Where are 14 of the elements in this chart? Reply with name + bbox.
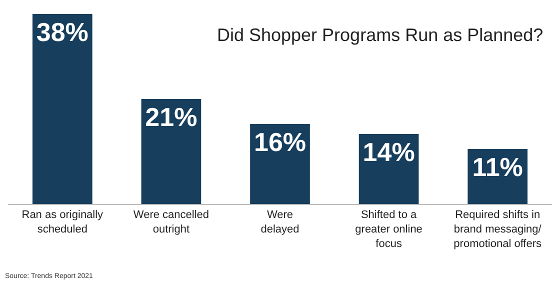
x-tick-label: Required shifts in brand messaging/ promotional offers	[454, 209, 542, 250]
data-label: 38%	[36, 17, 88, 47]
x-tick-label: Ran as originally scheduled	[22, 209, 104, 236]
data-label: 21%	[145, 102, 198, 132]
bar	[32, 14, 92, 204]
text: Did Shopper Programs Run as Planned?	[216, 25, 544, 46]
x-tick-label: Shifted to a greater online focus	[355, 209, 422, 250]
x-tick-label: Were delayed	[260, 209, 300, 236]
data-label: 14%	[362, 137, 415, 167]
x-tick-label: Were cancelled outright	[133, 209, 210, 236]
data-label: 11%	[472, 152, 523, 182]
data-label: 16%	[254, 127, 306, 157]
bar	[141, 99, 202, 204]
bar	[250, 124, 310, 204]
